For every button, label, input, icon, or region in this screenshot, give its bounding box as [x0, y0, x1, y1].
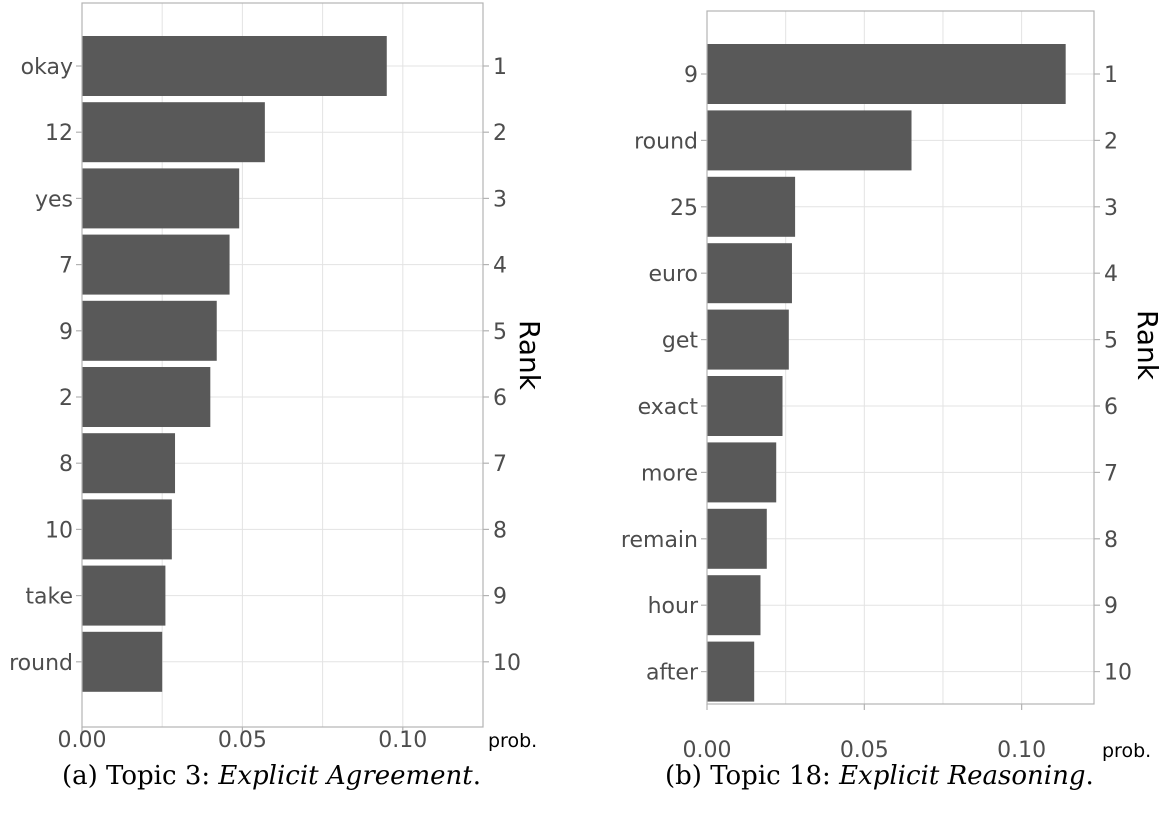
rank-label: 3: [493, 187, 507, 212]
bar-25: [707, 176, 796, 237]
plot-frame: [81, 2, 484, 728]
category-label: 2: [59, 386, 73, 411]
category-label: exact: [638, 395, 699, 420]
bar-get: [707, 309, 789, 370]
category-label: remain: [621, 528, 698, 553]
rank-axis-title: Rank: [513, 320, 546, 391]
bar-round: [82, 631, 163, 692]
category-label: 25: [670, 196, 698, 221]
rank-label: 6: [493, 386, 507, 411]
caption-title: Explicit Agreement: [217, 761, 473, 791]
category-label: after: [646, 661, 699, 686]
rank-label: 8: [493, 518, 507, 543]
rank-label: 9: [1104, 594, 1118, 619]
caption-suffix: .: [473, 761, 481, 791]
rank-label: 6: [1104, 395, 1118, 420]
bar-okay: [82, 36, 387, 96]
caption-prefix: (a) Topic 3:: [62, 761, 218, 791]
rank-label: 10: [1104, 661, 1132, 686]
x-tick-label: 0.00: [683, 738, 732, 763]
bar-remain: [707, 508, 767, 569]
rank-label: 2: [1104, 129, 1118, 154]
rank-axis-title: Rank: [1131, 310, 1164, 381]
rank-label: 8: [1104, 528, 1118, 553]
plot-frame: [706, 10, 1095, 705]
rank-label: 5: [1104, 329, 1118, 354]
rank-label: 4: [1104, 262, 1118, 287]
category-label: more: [641, 461, 698, 486]
bar-yes: [82, 168, 240, 229]
category-label: get: [662, 329, 699, 354]
category-label: take: [25, 585, 73, 610]
rank-label: 1: [1104, 63, 1118, 88]
bar-round: [707, 110, 912, 171]
x-tick-label: 0.05: [840, 738, 889, 763]
x-axis-title: prob.: [1102, 740, 1151, 762]
bar-exact: [707, 376, 783, 436]
caption-suffix: .: [1086, 761, 1094, 791]
category-label: round: [634, 129, 698, 154]
bar-after: [707, 641, 755, 702]
category-label: yes: [35, 187, 73, 212]
x-tick-label: 0.00: [58, 728, 107, 753]
figure-caption: (b) Topic 18: Explicit Reasoning.: [665, 761, 1094, 791]
rank-label: 2: [493, 121, 507, 146]
x-tick-label: 0.05: [218, 728, 267, 753]
x-tick-label: 0.10: [997, 738, 1046, 763]
category-label: 9: [59, 320, 73, 345]
category-label: 8: [59, 452, 73, 477]
rank-label: 9: [493, 585, 507, 610]
category-label: 10: [45, 518, 73, 543]
category-label: 12: [45, 121, 73, 146]
bar-12: [82, 102, 265, 163]
category-label: round: [9, 651, 73, 676]
rank-label: 4: [493, 254, 507, 279]
rank-label: 5: [493, 320, 507, 345]
category-label: okay: [21, 55, 73, 80]
rank-label: 7: [493, 452, 507, 477]
category-label: 7: [59, 254, 73, 279]
bar-9: [707, 44, 1066, 104]
caption-title: Explicit Reasoning: [838, 761, 1085, 791]
bar-7: [82, 234, 230, 295]
rank-label: 3: [1104, 196, 1118, 221]
category-label: 9: [684, 63, 698, 88]
bar-euro: [707, 243, 792, 304]
category-label: euro: [649, 262, 699, 287]
bar-10: [82, 499, 172, 560]
category-label: hour: [648, 594, 699, 619]
bar-take: [82, 565, 166, 626]
bar-2: [82, 367, 211, 427]
bar-9: [82, 300, 217, 361]
bar-8: [82, 433, 176, 494]
rank-label: 7: [1104, 461, 1118, 486]
x-tick-label: 0.10: [378, 728, 427, 753]
bar-hour: [707, 575, 761, 636]
x-axis-title: prob.: [488, 730, 537, 752]
rank-label: 1: [493, 55, 507, 80]
bars: [707, 44, 1066, 702]
caption-prefix: (b) Topic 18:: [665, 761, 839, 791]
bars: [82, 36, 387, 692]
bar-more: [707, 442, 777, 503]
rank-label: 10: [493, 651, 521, 676]
figure-caption: (a) Topic 3: Explicit Agreement.: [62, 761, 481, 791]
chart-panel-b: 9round25eurogetexactmoreremainhourafter1…: [621, 10, 1164, 791]
